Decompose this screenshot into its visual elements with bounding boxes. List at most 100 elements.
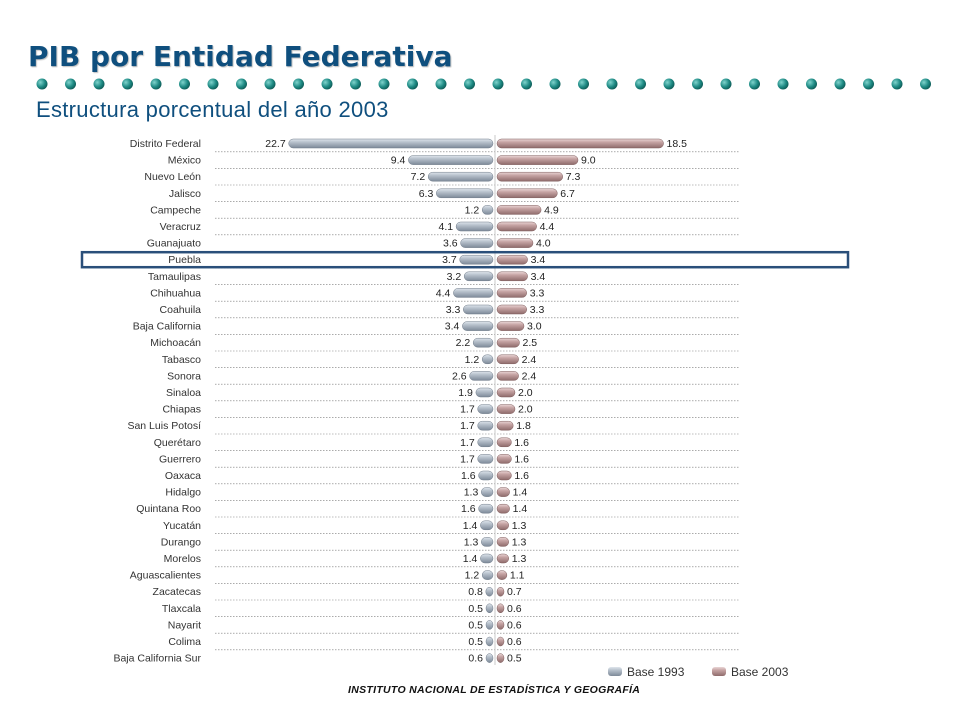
bar-base-1993 bbox=[477, 404, 494, 414]
divider-dot bbox=[521, 78, 532, 90]
bar-base-1993 bbox=[477, 437, 494, 448]
category-label: Chihuahua bbox=[150, 287, 201, 299]
value-label-1993: 1.3 bbox=[464, 536, 479, 548]
bar-base-1993 bbox=[480, 553, 494, 564]
bar-base-1993 bbox=[475, 387, 494, 398]
dotted-divider bbox=[36, 78, 931, 90]
value-label-2003: 2.0 bbox=[518, 404, 533, 416]
page-title: PIB por Entidad Federativa bbox=[28, 40, 453, 73]
bar-base-1993 bbox=[408, 155, 494, 165]
bar-base-1993 bbox=[472, 337, 494, 348]
bar-base-2003 bbox=[496, 537, 509, 547]
divider-dot bbox=[749, 78, 760, 90]
divider-dot bbox=[920, 78, 931, 90]
value-label-2003: 2.4 bbox=[522, 354, 537, 366]
highlight-box-puebla bbox=[80, 250, 850, 269]
bar-base-1993 bbox=[485, 636, 494, 647]
value-label-2003: 0.6 bbox=[507, 619, 522, 631]
value-label-1993: 22.7 bbox=[265, 138, 286, 150]
bar-base-1993 bbox=[485, 653, 494, 663]
bar-base-1993 bbox=[459, 254, 494, 265]
value-label-1993: 3.6 bbox=[443, 238, 458, 250]
value-label-2003: 3.0 bbox=[527, 321, 542, 333]
category-label: San Luis Potosí bbox=[127, 420, 201, 432]
value-label-1993: 1.7 bbox=[460, 437, 475, 449]
bar-base-2003 bbox=[496, 437, 512, 448]
category-label: Puebla bbox=[168, 254, 201, 266]
category-label: Tabasco bbox=[162, 354, 201, 366]
value-label-1993: 0.6 bbox=[468, 653, 483, 665]
bar-base-1993 bbox=[481, 354, 494, 365]
bar-base-1993 bbox=[481, 205, 494, 215]
bar-base-2003 bbox=[496, 354, 519, 365]
bar-base-2003 bbox=[496, 238, 534, 248]
bar-base-2003 bbox=[496, 188, 558, 199]
bar-base-1993 bbox=[478, 470, 494, 481]
value-label-2003: 4.9 bbox=[544, 204, 559, 216]
value-label-2003: 0.7 bbox=[507, 586, 522, 598]
category-label: Guerrero bbox=[159, 453, 201, 465]
bar-base-2003 bbox=[496, 404, 516, 414]
bar-base-2003 bbox=[496, 205, 542, 215]
bar-base-2003 bbox=[496, 304, 527, 315]
chart-subtitle: Estructura porcentual del año 2003 bbox=[36, 97, 389, 122]
value-label-1993: 1.4 bbox=[463, 553, 478, 565]
category-label: Sonora bbox=[167, 370, 201, 382]
divider-dot bbox=[606, 78, 618, 90]
value-label-1993: 4.4 bbox=[436, 287, 451, 299]
value-label-1993: 9.4 bbox=[391, 155, 406, 167]
category-label: Yucatán bbox=[163, 520, 201, 532]
divider-dot bbox=[93, 78, 105, 90]
value-label-2003: 1.4 bbox=[513, 487, 528, 499]
value-label-2003: 3.4 bbox=[531, 271, 546, 283]
bar-base-1993 bbox=[453, 288, 494, 298]
value-label-1993: 0.5 bbox=[468, 636, 483, 648]
value-label-1993: 1.6 bbox=[461, 470, 476, 482]
value-label-2003: 3.3 bbox=[530, 287, 545, 299]
bar-base-1993 bbox=[481, 570, 494, 580]
bar-base-1993 bbox=[478, 503, 494, 514]
value-label-1993: 0.8 bbox=[468, 586, 483, 598]
value-label-2003: 1.4 bbox=[513, 503, 528, 515]
category-label: Oaxaca bbox=[165, 470, 201, 482]
value-label-2003: 2.0 bbox=[518, 387, 533, 399]
divider-dot bbox=[350, 78, 361, 90]
divider-dot bbox=[236, 78, 247, 90]
divider-dot bbox=[264, 78, 276, 90]
bar-base-2003 bbox=[496, 221, 537, 232]
value-label-2003: 18.5 bbox=[667, 138, 688, 150]
bar-base-2003 bbox=[496, 503, 510, 514]
value-label-2003: 3.4 bbox=[531, 254, 546, 266]
category-label: Nuevo León bbox=[144, 171, 201, 183]
category-label: Michoacán bbox=[150, 337, 201, 349]
legend-label-1993: Base 1993 bbox=[627, 665, 685, 679]
bar-base-2003 bbox=[496, 653, 505, 663]
bar-base-2003 bbox=[496, 603, 505, 614]
divider-dot bbox=[777, 78, 789, 90]
value-label-1993: 1.2 bbox=[465, 570, 480, 582]
bar-base-2003 bbox=[496, 371, 519, 381]
bar-base-2003 bbox=[496, 620, 505, 630]
value-label-2003: 1.3 bbox=[512, 553, 527, 565]
legend-swatch-1993 bbox=[608, 667, 622, 676]
divider-dot bbox=[378, 78, 390, 90]
value-label-1993: 3.4 bbox=[445, 321, 460, 333]
bar-base-1993 bbox=[477, 454, 494, 464]
bar-base-2003 bbox=[496, 420, 514, 431]
value-label-1993: 1.3 bbox=[464, 487, 479, 499]
divider-dot bbox=[834, 78, 846, 90]
chart-legend: Base 1993 Base 2003 bbox=[608, 665, 789, 679]
value-label-2003: 1.1 bbox=[510, 570, 525, 582]
bar-base-2003 bbox=[496, 470, 512, 481]
value-label-2003: 4.4 bbox=[540, 221, 555, 233]
category-label: Jalisco bbox=[169, 188, 201, 200]
bar-base-1993 bbox=[485, 603, 494, 614]
category-label: México bbox=[168, 155, 201, 167]
value-label-1993: 7.2 bbox=[411, 171, 426, 183]
value-label-2003: 7.3 bbox=[566, 171, 581, 183]
bar-base-2003 bbox=[496, 553, 509, 564]
bar-base-1993 bbox=[480, 520, 494, 531]
bar-base-1993 bbox=[485, 620, 494, 630]
divider-dot bbox=[635, 78, 646, 90]
